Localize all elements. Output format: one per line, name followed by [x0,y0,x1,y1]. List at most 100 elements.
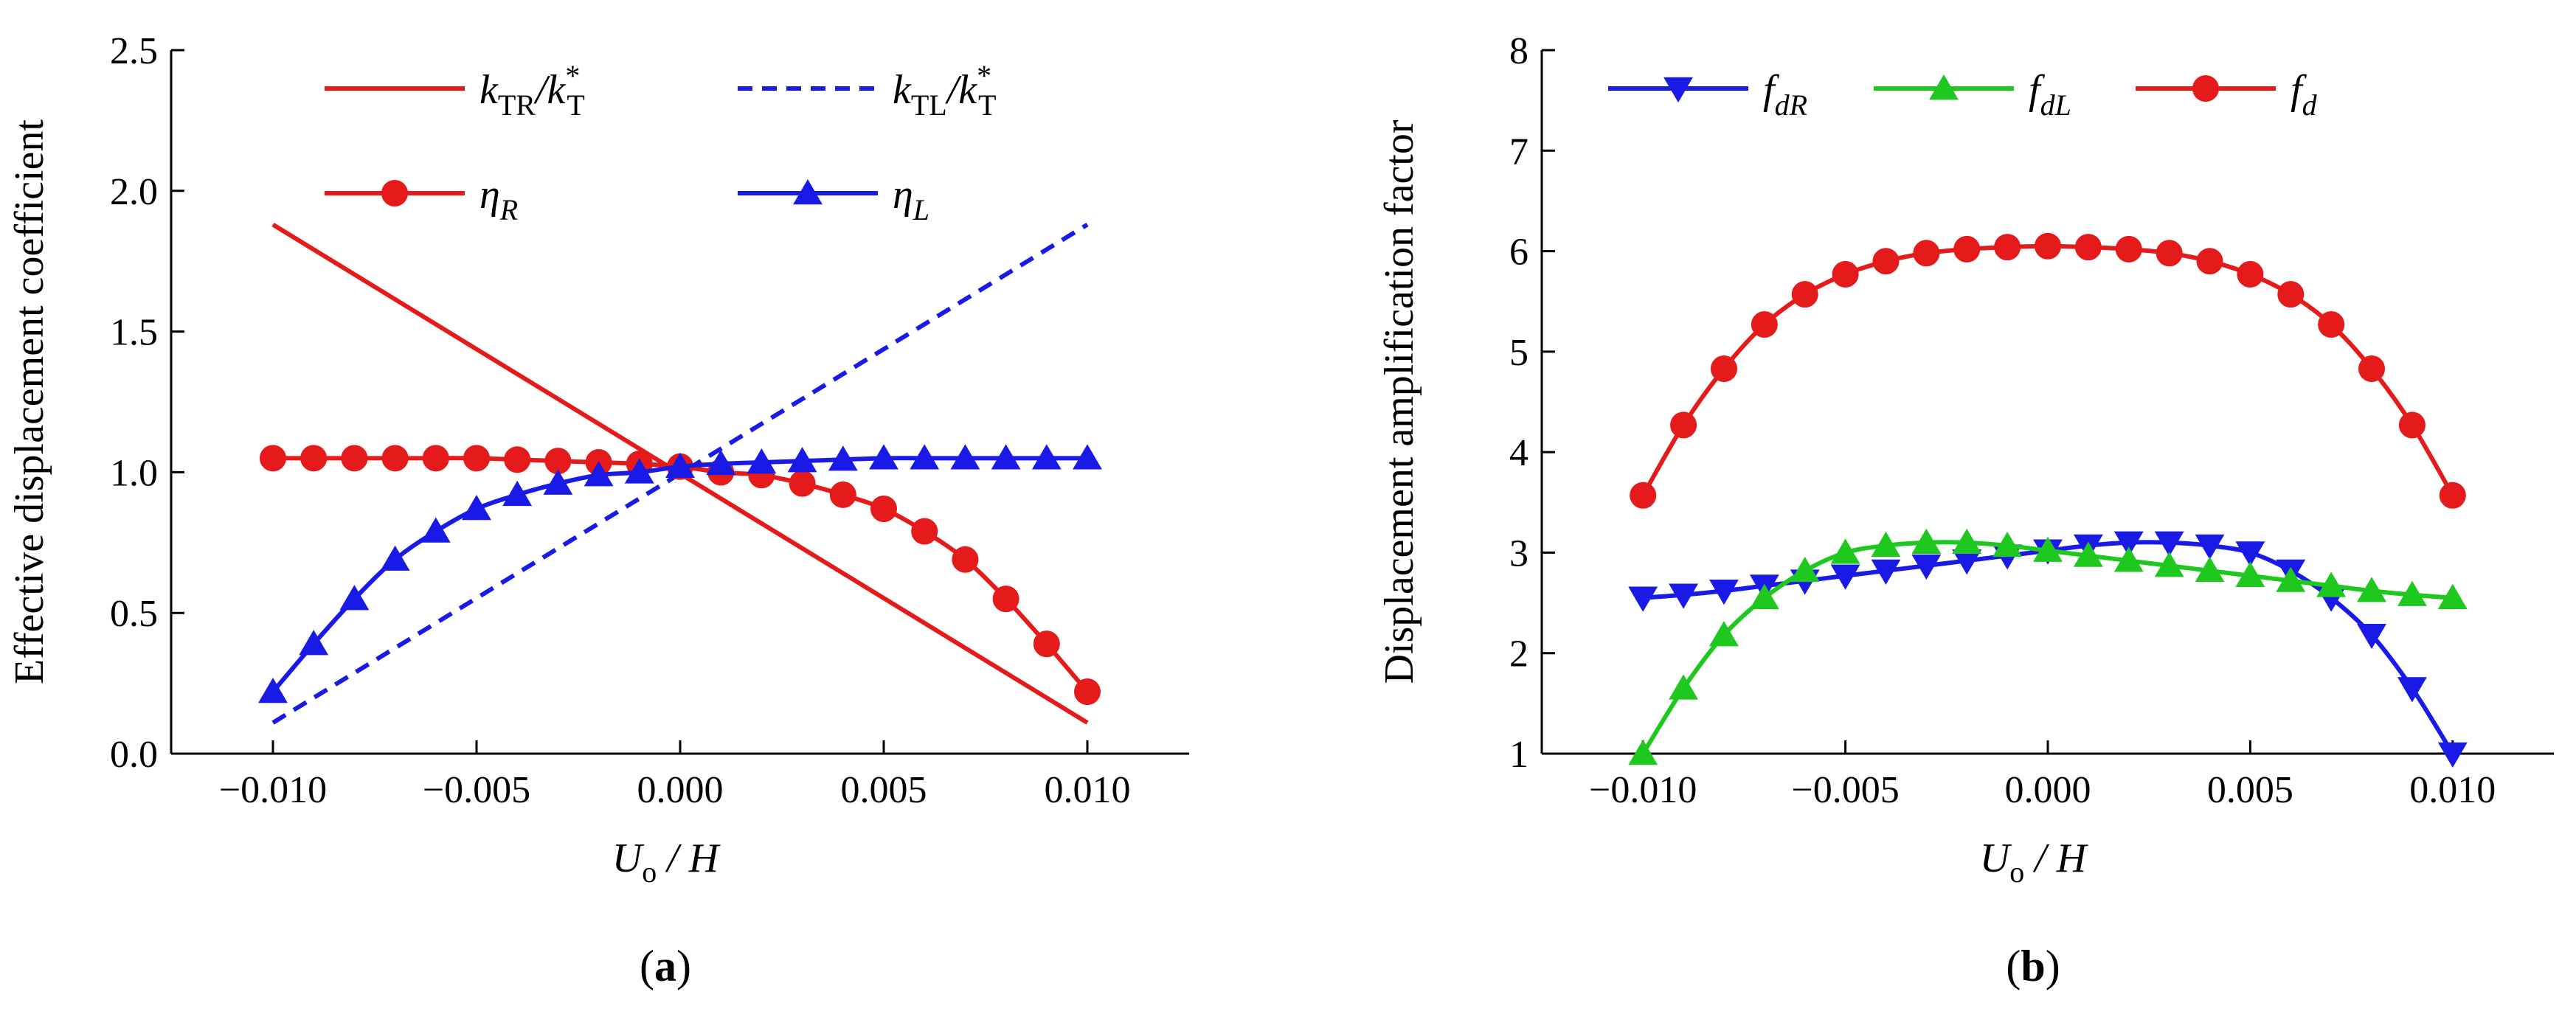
series-line [1641,243,2455,497]
y-tick-label: 2.0 [110,171,158,213]
series-fdl [1628,528,2468,765]
legend-label: ηR [479,172,518,226]
data-point [1710,355,1737,383]
legend-marker [1663,77,1693,103]
chart-panel-b: −0.010 −0.005 0.000 0.005 0.010 1 2 3 4 5 6 7 8 Displ… [1377,30,2554,990]
data-point [1871,531,1901,557]
legend-label: fd [2291,67,2318,122]
data-point [1953,235,1981,263]
data-point [870,496,897,523]
data-point [1832,260,1859,288]
data-point [463,445,490,472]
data-point [2035,232,2061,260]
data-point [991,444,1021,470]
data-point [2074,234,2102,261]
x-tick-label: 0.000 [637,769,724,811]
data-point [2033,536,2063,562]
y-tick-label: 8 [1509,30,1528,72]
data-point [2113,531,2144,557]
legend-label: kTL/k* T [893,59,997,122]
data-point [1952,549,1982,575]
data-point [2113,546,2144,572]
data-point [300,445,328,472]
data-point [911,518,938,545]
y-tick-label: 0.0 [110,734,158,776]
y-tick-label: 0.5 [110,593,158,635]
data-point [1630,482,1657,509]
y-tick-label: 5 [1509,332,1528,374]
data-point [665,452,695,478]
legend: fdR fdL fd [1608,67,2318,122]
data-point [502,480,533,507]
data-point [2195,534,2225,560]
y-tick-label: 2.5 [110,30,158,72]
x-tick-label: −0.010 [1589,769,1697,811]
data-point [1911,528,1942,554]
data-point [1669,583,1699,609]
legend-label: kTR/k* T [479,59,585,122]
data-point [2357,577,2386,602]
data-point [2154,552,2184,577]
data-point [1830,538,1860,564]
data-point [2318,311,2345,338]
data-point [422,445,449,472]
data-point [747,448,777,474]
data-point [1628,586,1658,612]
chart-panel-a: −0.010 −0.005 0.000 0.005 0.010 0.0 0.5 1.0 1.5 2… [7,30,1189,990]
data-point [584,461,614,487]
legend-item: kTL/k* T [738,59,997,122]
data-point [341,445,368,472]
legend-item: ηL [738,172,929,226]
data-point [2397,580,2427,606]
data-point [2357,623,2386,650]
data-point [2277,281,2305,308]
y-tick-label: 4 [1509,432,1528,474]
data-point [1031,444,1062,470]
data-point [1952,528,1982,554]
data-point [2156,240,2183,267]
x-tick-label: 0.010 [2409,769,2496,811]
legend-label: fdL [2029,67,2071,122]
x-tick-label: 0.010 [1045,769,1131,811]
data-point [1830,564,1860,590]
data-point [2196,248,2223,275]
data-point [1033,630,1060,658]
data-point [624,458,654,484]
data-point [952,546,979,573]
y-axis-title: Displacement amplification factor [1377,119,1422,684]
data-point [258,678,288,703]
x-axis-title: Uo / H [1980,835,2088,889]
data-point [381,445,409,472]
x-tick-label: 0.005 [2207,769,2293,811]
data-point [2115,235,2142,263]
data-point [420,517,451,543]
data-point [2398,411,2426,439]
legend: kTR/k* T kTL/k* T ηR ηL [325,59,997,226]
legend-label: ηL [893,172,929,226]
data-point [1791,281,1818,308]
data-point [1709,580,1739,605]
y-axis-title: Effective displacement coefficient [7,119,52,684]
y-tick-label: 3 [1509,532,1528,574]
x-tick-label: −0.010 [219,769,327,811]
data-point [260,445,286,472]
data-point [1872,248,1900,275]
data-point [2073,541,2103,567]
data-point [2235,561,2265,587]
data-point [1992,531,2023,557]
data-point [2437,742,2468,768]
series--l [258,444,1102,703]
panel-label: (b) [2006,942,2060,990]
data-point [910,444,940,470]
series-ktl-k-t [271,223,1089,725]
data-point [1669,674,1699,700]
legend-marker [381,180,408,206]
data-point [1709,621,1739,647]
y-tick-label: 7 [1509,131,1528,173]
panel-label: (a) [640,942,691,990]
data-point [1994,234,2021,261]
series-fd [1630,232,2466,509]
data-point [504,446,531,473]
data-point [2237,260,2264,288]
